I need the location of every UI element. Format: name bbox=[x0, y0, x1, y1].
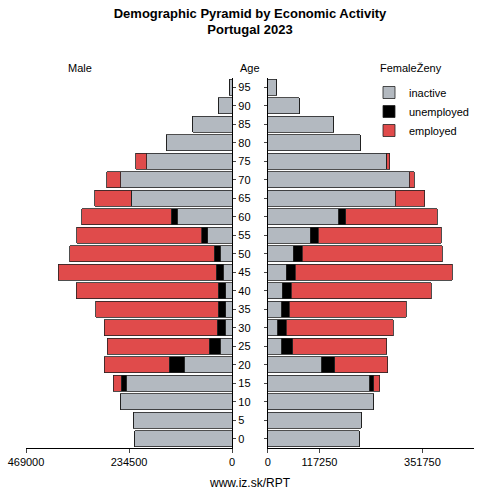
svg-text:15: 15 bbox=[238, 377, 250, 389]
svg-text:80: 80 bbox=[238, 137, 250, 149]
svg-text:469000: 469000 bbox=[8, 456, 45, 468]
svg-text:Age: Age bbox=[240, 62, 260, 74]
svg-text:www.iz.sk/RPT: www.iz.sk/RPT bbox=[209, 476, 291, 490]
svg-text:Male: Male bbox=[68, 62, 92, 74]
svg-text:25: 25 bbox=[238, 340, 250, 352]
svg-text:95: 95 bbox=[238, 81, 250, 93]
svg-text:0: 0 bbox=[229, 456, 235, 468]
svg-text:117250: 117250 bbox=[301, 456, 337, 468]
svg-text:employed: employed bbox=[409, 125, 457, 137]
svg-text:10: 10 bbox=[238, 396, 250, 408]
svg-text:70: 70 bbox=[238, 174, 250, 186]
svg-text:0: 0 bbox=[265, 456, 271, 468]
svg-text:0: 0 bbox=[238, 433, 244, 445]
svg-text:45: 45 bbox=[238, 266, 250, 278]
svg-text:65: 65 bbox=[238, 192, 250, 204]
svg-text:unemployed: unemployed bbox=[409, 106, 469, 118]
svg-text:40: 40 bbox=[238, 285, 250, 297]
svg-text:Demographic Pyramid by Economi: Demographic Pyramid by Economic Activity… bbox=[114, 6, 387, 38]
svg-text:234500: 234500 bbox=[111, 456, 148, 468]
svg-text:60: 60 bbox=[238, 211, 250, 223]
svg-text:FemaleŽeny: FemaleŽeny bbox=[380, 62, 442, 74]
svg-text:55: 55 bbox=[238, 229, 250, 241]
svg-text:351750: 351750 bbox=[404, 456, 441, 468]
svg-text:5: 5 bbox=[238, 414, 244, 426]
svg-text:75: 75 bbox=[238, 155, 250, 167]
svg-text:35: 35 bbox=[238, 303, 250, 315]
svg-text:85: 85 bbox=[238, 118, 250, 130]
svg-text:30: 30 bbox=[238, 322, 250, 334]
svg-text:inactive: inactive bbox=[409, 87, 446, 99]
svg-text:20: 20 bbox=[238, 359, 250, 371]
svg-text:50: 50 bbox=[238, 248, 250, 260]
svg-text:90: 90 bbox=[238, 100, 250, 112]
